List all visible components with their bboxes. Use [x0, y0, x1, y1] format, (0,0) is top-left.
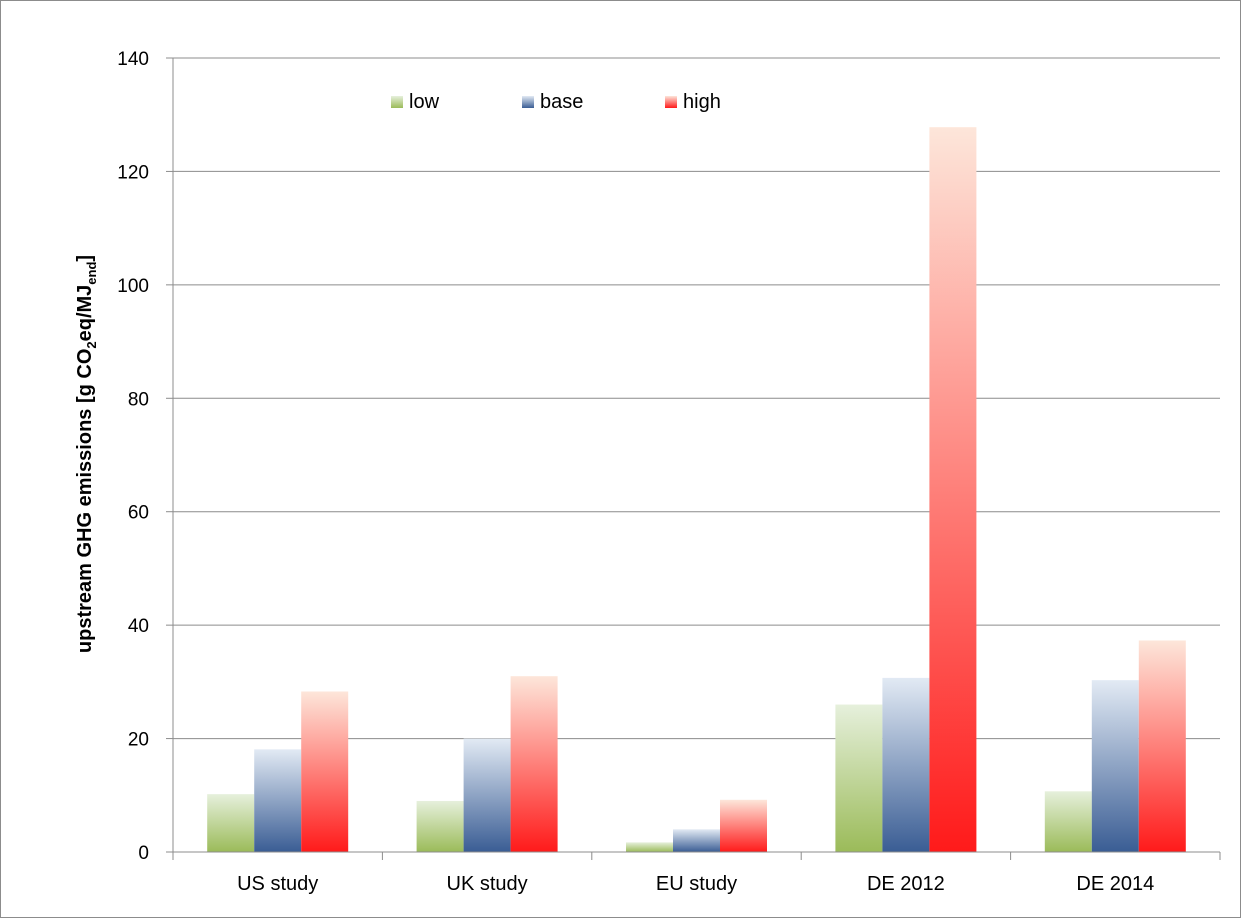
bar-low-uk-study: [416, 800, 464, 852]
legend: low base high: [391, 91, 721, 113]
bars: [207, 127, 1186, 853]
x-category-label: UK study: [447, 873, 528, 895]
y-axis-title-part: eq/MJ: [74, 285, 96, 342]
y-tick-label: 20: [128, 730, 149, 751]
bar-base-eu-study: [673, 829, 720, 852]
bar-low-de-2012: [835, 704, 883, 852]
y-axis-title-sub: 2: [84, 341, 99, 348]
y-tick-label: 80: [128, 389, 149, 410]
x-category-label: US study: [237, 873, 318, 895]
y-axis-title-part: ]: [74, 255, 96, 262]
legend-swatch-high: [665, 96, 677, 108]
bar-high-uk-study: [510, 676, 558, 852]
y-tick-label: 60: [128, 503, 149, 524]
bar-base-de-2012: [882, 677, 930, 852]
legend-label-high: high: [683, 91, 721, 113]
y-tick-label: 140: [117, 49, 149, 70]
bar-high-de-2012: [929, 127, 977, 853]
bar-high-us-study: [301, 691, 349, 852]
legend-swatch-low: [391, 96, 403, 108]
bar-base-uk-study: [463, 738, 511, 852]
axes: 0 20 40 60 80 100 120 140 US study UK study EU stu…: [117, 49, 1221, 895]
bar-low-de-2014: [1044, 791, 1092, 852]
x-category-label: DE 2014: [1076, 873, 1154, 895]
y-tick-label: 40: [128, 616, 149, 637]
y-tick-label: 100: [117, 276, 149, 297]
x-category-label: EU study: [656, 873, 737, 895]
y-axis-title: upstream GHG emissions [g CO2eq/MJend]: [74, 255, 99, 653]
bar-base-us-study: [254, 749, 302, 852]
y-axis-title-part: upstream GHG emissions [g CO: [74, 349, 96, 654]
legend-label-base: base: [540, 91, 583, 113]
legend-label-low: low: [409, 91, 440, 113]
gridlines: [173, 57, 1220, 740]
legend-swatch-base: [522, 96, 534, 108]
x-category-label: DE 2012: [867, 873, 945, 895]
y-axis-title-sub: end: [84, 262, 99, 285]
bar-high-eu-study: [720, 799, 767, 852]
y-tick-label: 0: [138, 843, 149, 864]
bar-low-us-study: [207, 794, 255, 852]
bar-high-de-2014: [1138, 640, 1186, 852]
bar-low-eu-study: [626, 842, 673, 852]
bar-base-de-2014: [1091, 680, 1139, 852]
y-tick-label: 120: [117, 162, 149, 183]
